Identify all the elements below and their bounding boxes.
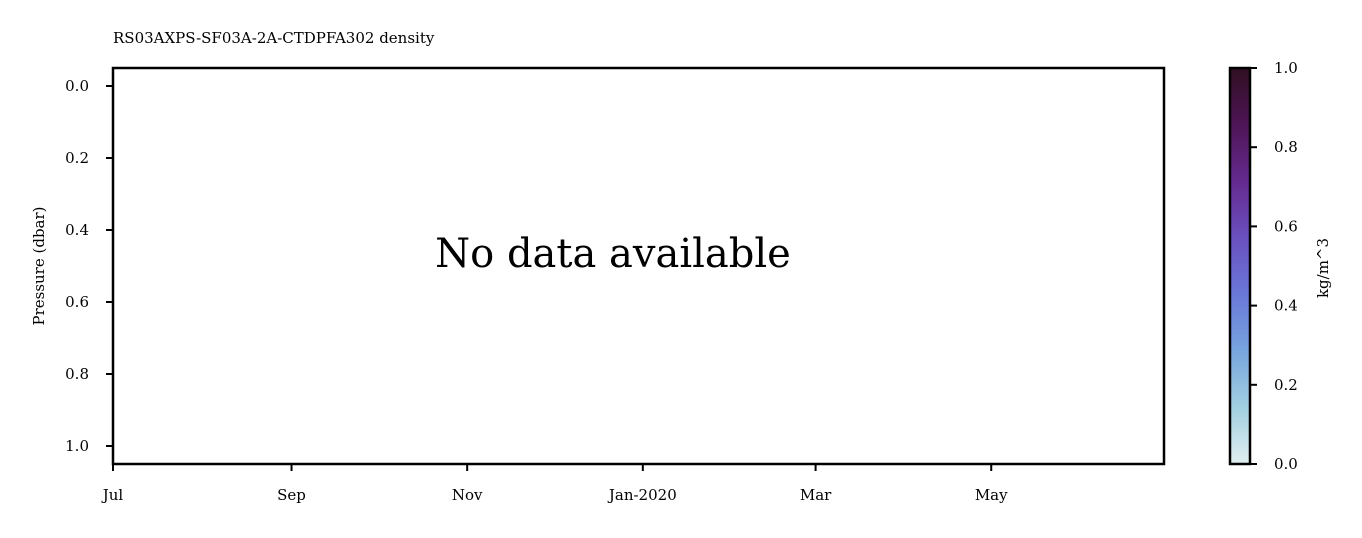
colorbar-tick-label: 0.2 bbox=[1274, 376, 1298, 394]
y-tick-label: 0.6 bbox=[65, 293, 89, 311]
colorbar-ticks: 0.0 0.2 0.4 0.6 0.8 1.0 bbox=[1250, 59, 1298, 473]
y-tick-label: 1.0 bbox=[65, 437, 89, 455]
y-axis-label: Pressure (dbar) bbox=[30, 206, 48, 325]
x-tick-label: May bbox=[975, 486, 1008, 504]
colorbar-tick-label: 0.6 bbox=[1274, 217, 1298, 235]
y-tick-label: 0.2 bbox=[65, 149, 89, 167]
colorbar-tick-label: 0.4 bbox=[1274, 297, 1298, 315]
x-tick-label: Nov bbox=[452, 486, 483, 504]
x-tick-label: Jul bbox=[101, 486, 124, 504]
y-tick-label: 0.4 bbox=[65, 221, 89, 239]
colorbar-frame bbox=[1228, 66, 1252, 466]
colorbar-tick-label: 0.0 bbox=[1274, 455, 1298, 473]
colorbar-tick-label: 0.8 bbox=[1274, 138, 1298, 156]
colorbar-gradient bbox=[1230, 68, 1250, 464]
y-tick-label: 0.0 bbox=[65, 77, 89, 95]
x-tick-label: Sep bbox=[277, 486, 306, 504]
chart-title: RS03AXPS-SF03A-2A-CTDPFA302 density bbox=[113, 29, 435, 47]
y-tick-label: 0.8 bbox=[65, 365, 89, 383]
colorbar-tick-label: 1.0 bbox=[1274, 59, 1298, 77]
no-data-message: No data available bbox=[435, 231, 791, 277]
colorbar-label: kg/m^3 bbox=[1314, 238, 1332, 298]
plot-frame bbox=[111, 66, 1166, 466]
x-tick-label: Jan-2020 bbox=[607, 486, 677, 504]
y-axis-ticks: 0.0 0.2 0.4 0.6 0.8 1.0 bbox=[65, 77, 113, 455]
x-axis-ticks: Jul Sep Nov Jan-2020 Mar May bbox=[101, 464, 1008, 504]
x-tick-label: Mar bbox=[800, 486, 832, 504]
plot-area bbox=[113, 68, 1164, 464]
